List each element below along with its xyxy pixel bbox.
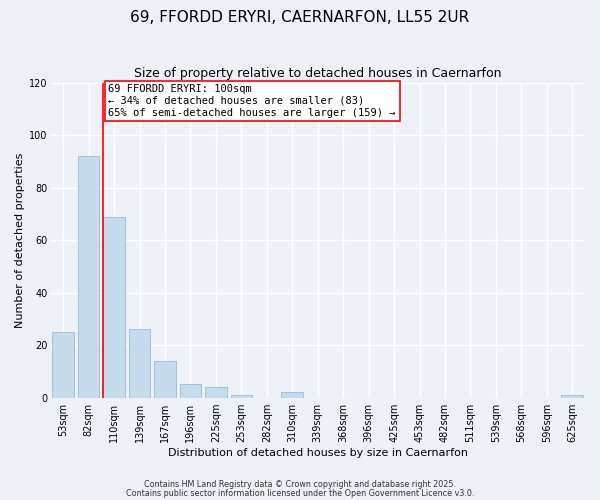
Text: Contains public sector information licensed under the Open Government Licence v3: Contains public sector information licen… bbox=[126, 488, 474, 498]
Bar bbox=[281, 392, 303, 398]
Text: 69 FFORDD ERYRI: 100sqm
← 34% of detached houses are smaller (83)
65% of semi-de: 69 FFORDD ERYRI: 100sqm ← 34% of detache… bbox=[109, 84, 396, 117]
Title: Size of property relative to detached houses in Caernarfon: Size of property relative to detached ho… bbox=[134, 68, 502, 80]
Bar bbox=[52, 332, 74, 398]
X-axis label: Distribution of detached houses by size in Caernarfon: Distribution of detached houses by size … bbox=[168, 448, 468, 458]
Bar bbox=[179, 384, 201, 398]
Bar bbox=[78, 156, 100, 398]
Y-axis label: Number of detached properties: Number of detached properties bbox=[15, 152, 25, 328]
Text: Contains HM Land Registry data © Crown copyright and database right 2025.: Contains HM Land Registry data © Crown c… bbox=[144, 480, 456, 489]
Bar bbox=[129, 330, 151, 398]
Bar bbox=[562, 395, 583, 398]
Text: 69, FFORDD ERYRI, CAERNARFON, LL55 2UR: 69, FFORDD ERYRI, CAERNARFON, LL55 2UR bbox=[130, 10, 470, 25]
Bar bbox=[230, 395, 252, 398]
Bar bbox=[205, 387, 227, 398]
Bar bbox=[154, 361, 176, 398]
Bar bbox=[103, 216, 125, 398]
